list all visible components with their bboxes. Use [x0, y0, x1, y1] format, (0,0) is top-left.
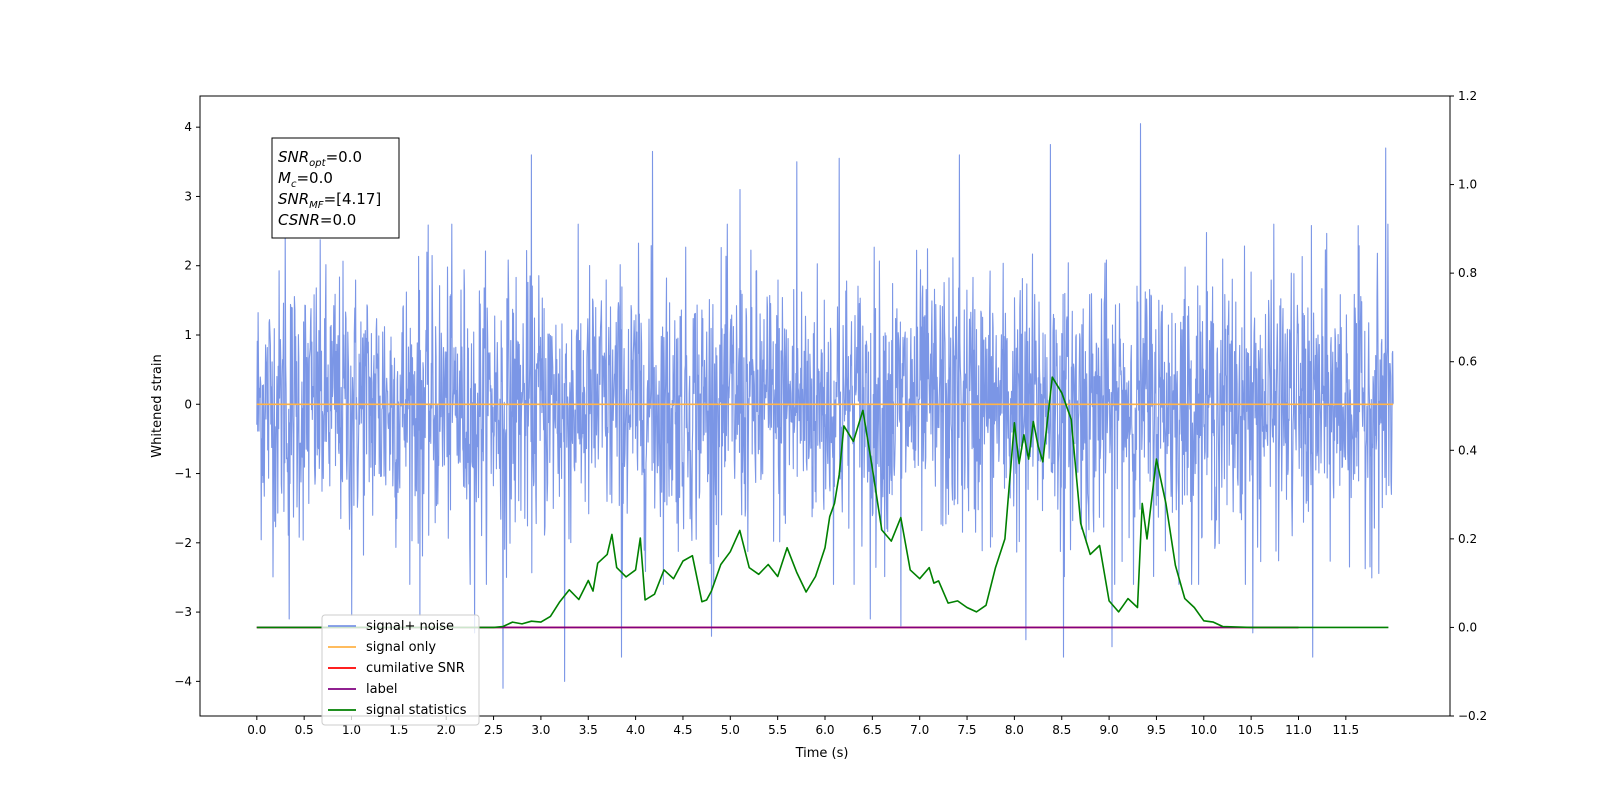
x-tick-label: 3.0 [531, 723, 550, 737]
x-tick-label: 8.0 [1005, 723, 1024, 737]
y2-tick-label: −0.2 [1458, 709, 1487, 723]
y-tick-label: 0 [184, 397, 192, 411]
y2-axis-ticks: 1.2 1.0 0.8 0.6 0.4 0.2 0.0 −0.2 [1450, 89, 1487, 723]
y-tick-label: 4 [184, 120, 192, 134]
x-tick-label: 4.5 [673, 723, 692, 737]
legend-label-signal-statistics: signal statistics [366, 703, 467, 718]
y2-tick-label: 0.4 [1458, 443, 1477, 457]
x-tick-label: 3.5 [579, 723, 598, 737]
series-line-signal-noise [256, 123, 1394, 689]
x-tick-label: 11.0 [1285, 723, 1312, 737]
x-tick-label: 8.5 [1052, 723, 1071, 737]
x-tick-label: 7.0 [910, 723, 929, 737]
x-tick-label: 5.5 [768, 723, 787, 737]
x-tick-label: 10.0 [1190, 723, 1217, 737]
x-tick-label: 10.5 [1238, 723, 1265, 737]
legend-label-cumilative-snr: cumilative SNR [366, 661, 465, 676]
y2-tick-label: 0.2 [1458, 532, 1477, 546]
x-tick-label: 4.0 [626, 723, 645, 737]
x-tick-label: 2.5 [484, 723, 503, 737]
y-axis-ticks: 4 3 2 1 0 −1 −2 −3 −4 [174, 120, 200, 688]
x-tick-label: 6.5 [863, 723, 882, 737]
x-tick-label: 1.0 [342, 723, 361, 737]
x-tick-label: 6.0 [815, 723, 834, 737]
legend-frame [321, 614, 480, 726]
x-tick-label: 9.0 [1100, 723, 1119, 737]
x-tick-label: 7.5 [957, 723, 976, 737]
y2-tick-label: 0.6 [1458, 355, 1477, 369]
x-tick-label: 2.0 [437, 723, 456, 737]
y2-tick-label: 1.0 [1458, 178, 1477, 192]
y-tick-label: −4 [174, 674, 192, 688]
legend-label-label: label [366, 682, 397, 697]
y-tick-label: 1 [184, 328, 192, 342]
annotation-line: SNRMF=[4.17] [278, 190, 381, 211]
annotation-line: CSNR=0.0 [278, 211, 356, 229]
x-tick-label: 9.5 [1147, 723, 1166, 737]
y2-tick-label: 1.2 [1458, 89, 1477, 103]
legend-label-signal-only: signal only [366, 640, 436, 655]
legend: signal+ noise signal only cumilative SNR la… [321, 614, 480, 726]
x-tick-label: 0.0 [247, 723, 266, 737]
x-tick-label: 5.0 [721, 723, 740, 737]
annotation-line: SNRopt=0.0 [278, 148, 362, 169]
y-axis-label: Whitened strain [150, 354, 165, 457]
annotation-line: Mc=0.0 [278, 169, 333, 190]
y2-tick-label: 0.8 [1458, 266, 1477, 280]
x-axis-label: Time (s) [795, 746, 849, 761]
y-tick-label: 3 [184, 189, 192, 203]
x-axis-ticks: 0.0 0.5 1.0 1.5 2.0 2.5 3.0 3.5 4.0 4.5 5.0 5.5 6.0 6… [247, 716, 1359, 737]
y-tick-label: −1 [174, 467, 192, 481]
x-tick-label: 1.5 [389, 723, 408, 737]
x-tick-label: 11.5 [1332, 723, 1359, 737]
annotation-frame [271, 137, 400, 239]
x-tick-label: 0.5 [295, 723, 314, 737]
legend-label-signal-noise: signal+ noise [366, 619, 454, 634]
y-tick-label: −3 [174, 605, 192, 619]
series-line-signal-statistics [256, 376, 1389, 629]
y-tick-label: 2 [184, 259, 192, 273]
y2-tick-label: 0.0 [1458, 620, 1477, 634]
y-tick-label: −2 [174, 536, 192, 550]
